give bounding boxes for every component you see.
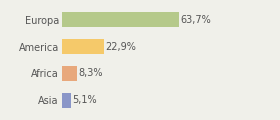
Text: 22,9%: 22,9% — [105, 42, 136, 52]
Bar — [62, 12, 179, 27]
Bar — [62, 66, 77, 81]
Bar — [62, 93, 71, 108]
Text: 63,7%: 63,7% — [181, 15, 211, 25]
Bar — [62, 39, 104, 54]
Text: 8,3%: 8,3% — [78, 68, 103, 78]
Text: 5,1%: 5,1% — [73, 95, 97, 105]
